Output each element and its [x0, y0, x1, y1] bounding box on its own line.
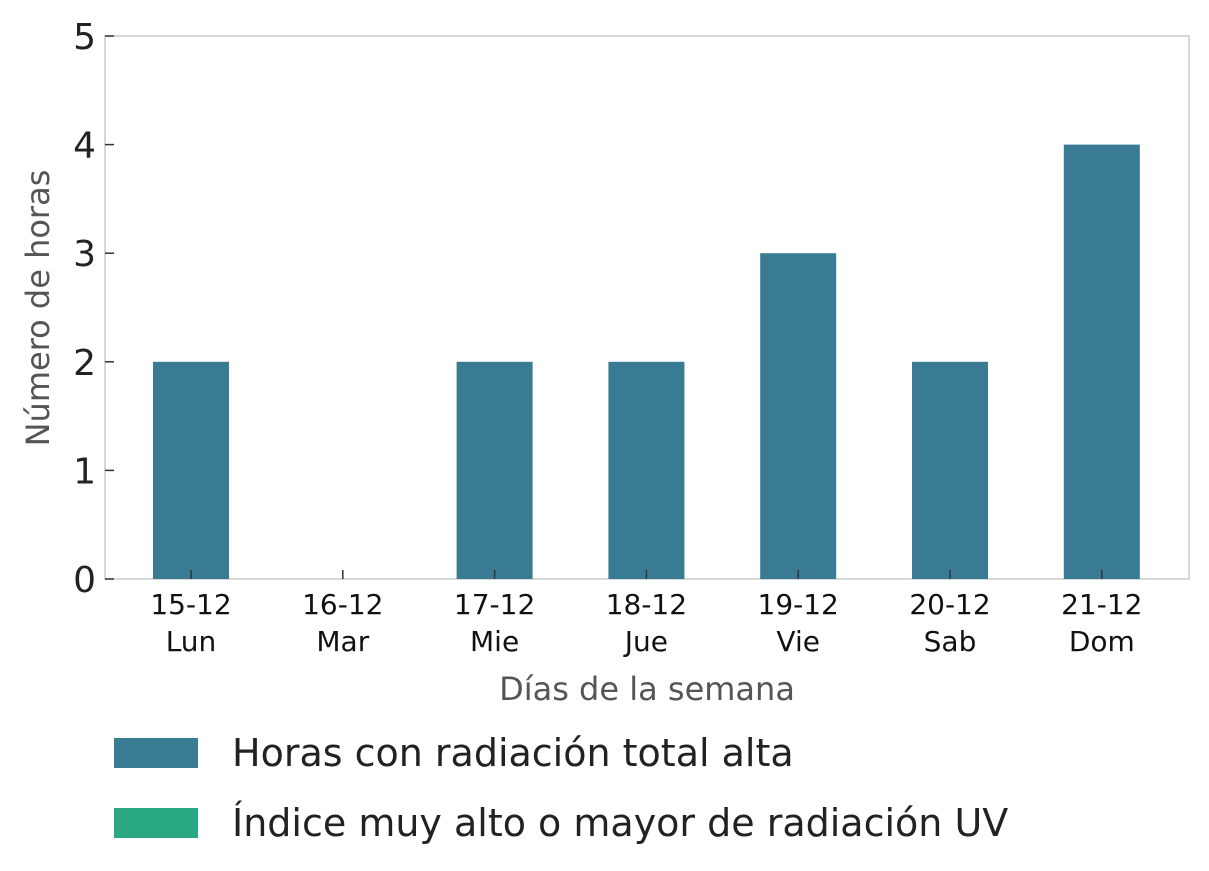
bars-layer [153, 144, 1140, 579]
legend-swatch [114, 808, 198, 838]
legend: Horas con radiación total alta Índice mu… [114, 718, 1008, 858]
x-tick-label-date: 16-12 [302, 588, 383, 621]
legend-swatch [114, 738, 198, 768]
bar-18-12-series-0 [608, 361, 685, 579]
x-tick-label-date: 20-12 [909, 588, 990, 621]
bar-15-12-series-0 [153, 361, 229, 579]
legend-item-radiacion-uv: Índice muy alto o mayor de radiación UV [114, 788, 1008, 858]
x-tick-label-date: 18-12 [606, 588, 687, 621]
x-tick-label-day: Mie [470, 625, 519, 658]
y-tick-label: 3 [73, 234, 96, 275]
y-axis-ticks: 0 1 2 3 4 5 [73, 17, 114, 601]
y-tick-label: 1 [73, 451, 96, 492]
x-tick-label-date: 21-12 [1061, 588, 1142, 621]
x-tick-label-day: Dom [1069, 625, 1135, 658]
x-tick-label-date: 19-12 [758, 588, 839, 621]
x-axis-ticks: 15-12 Lun 16-12 Mar 17-12 Mie 18-12 Jue 19-12 Vie… [150, 570, 1142, 658]
y-axis-label: Número de horas [19, 170, 57, 447]
bar-20-12-series-0 [912, 361, 988, 579]
bar-19-12-series-0 [760, 253, 837, 579]
y-tick-label: 4 [73, 126, 96, 167]
x-tick-label-day: Lun [166, 625, 217, 658]
y-tick-label: 2 [73, 343, 96, 384]
x-tick-label-day: Vie [776, 625, 820, 658]
y-tick-label: 5 [73, 17, 96, 58]
x-axis-label: Días de la semana [499, 670, 795, 708]
x-tick-label-date: 17-12 [454, 588, 535, 621]
legend-label: Horas con radiación total alta [232, 731, 794, 775]
x-tick-label-day: Jue [623, 625, 668, 658]
x-tick-label-day: Sab [924, 625, 977, 658]
legend-item-radiacion-total: Horas con radiación total alta [114, 718, 1008, 788]
x-tick-label-date: 15-12 [150, 588, 231, 621]
legend-label: Índice muy alto o mayor de radiación UV [232, 801, 1009, 845]
bar-17-12-series-0 [456, 361, 533, 579]
x-tick-label-day: Mar [316, 625, 369, 658]
bar-21-12-series-0 [1063, 144, 1140, 579]
y-tick-label: 0 [73, 560, 96, 601]
